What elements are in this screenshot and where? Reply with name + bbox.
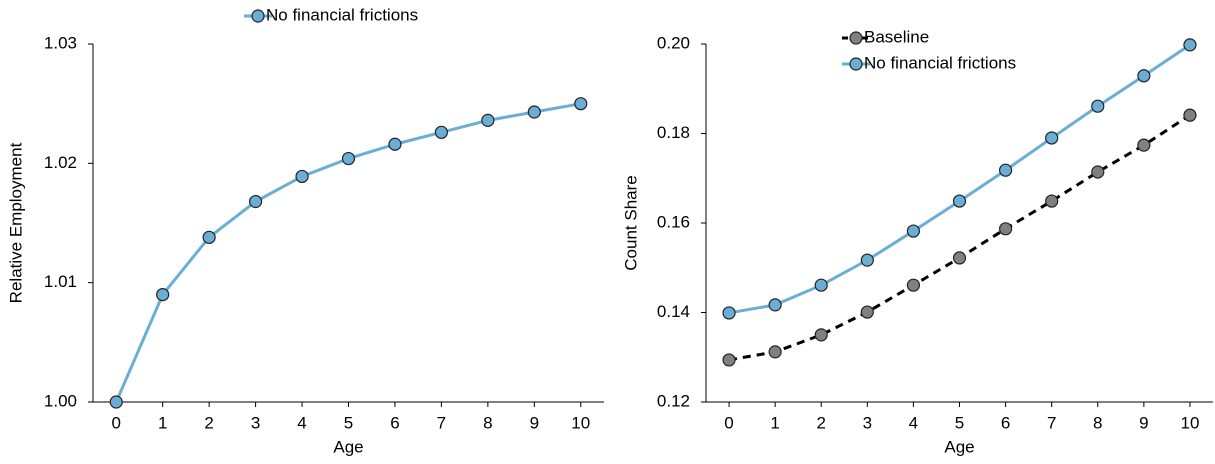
data-point [814,278,828,292]
x-tick-label: 8 [1093,413,1102,432]
data-point [722,306,736,320]
y-tick-label: 1.03 [44,33,77,52]
legend-marker [251,9,265,23]
data-point [768,345,782,359]
series-line [114,102,582,403]
x-tick-label: 5 [344,413,353,432]
data-point [481,113,495,127]
data-point [860,305,874,319]
x-tick-label: 4 [297,413,306,432]
y-tick-label: 1.00 [44,391,77,410]
data-point [906,278,921,292]
data-point [1045,131,1059,145]
data-point [1183,108,1197,122]
legend-label: Baseline [864,27,929,46]
series-line [728,43,1191,315]
legend-label: No financial frictions [266,5,418,24]
x-tick-label: 5 [955,413,964,432]
x-tick-label: 9 [1139,413,1148,432]
legend-marker [849,31,863,45]
x-tick-label: 3 [251,413,260,432]
y-tick-label: 1.02 [44,153,77,172]
y-tick-label: 0.20 [657,33,690,52]
data-point [998,222,1013,236]
x-tick-label: 7 [1047,413,1056,432]
y-axis-label: Relative Employment [6,142,25,303]
x-tick-label: 6 [390,413,399,432]
series-line [728,113,1191,362]
data-point [722,353,736,367]
x-tick-label: 8 [483,413,492,432]
x-tick-label: 1 [770,413,779,432]
data-point [952,251,967,265]
legend-marker [849,57,863,71]
x-tick-label: 3 [863,413,872,432]
x-tick-label: 0 [111,413,120,432]
x-tick-label: 7 [437,413,446,432]
data-point [1137,138,1151,152]
data-point [156,288,170,302]
data-point [906,224,921,238]
y-tick-label: 0.16 [657,212,690,231]
data-point [1137,69,1151,83]
legend-label: No financial frictions [864,53,1016,72]
data-point [341,151,356,166]
y-tick-label: 0.18 [657,123,690,142]
data-point [1183,38,1197,52]
y-tick-label: 0.14 [657,302,690,321]
x-tick-label: 2 [204,413,213,432]
data-point [998,163,1013,177]
data-point [202,230,216,244]
x-axis-label: Age [944,437,974,456]
x-tick-label: 4 [909,413,918,432]
data-point [295,169,309,184]
x-tick-label: 10 [1180,413,1199,432]
data-point [814,328,828,342]
data-point [527,105,541,119]
data-point [1091,165,1105,179]
x-tick-label: 2 [816,413,825,432]
data-point [388,137,402,151]
data-point [768,298,782,312]
x-axis-label: Age [333,437,363,456]
data-point [1045,194,1059,208]
y-tick-label: 1.01 [44,272,77,291]
x-tick-label: 0 [724,413,733,432]
data-point [1091,99,1105,113]
data-point [860,253,874,267]
x-tick-label: 10 [571,413,590,432]
y-tick-label: 0.12 [657,391,690,410]
data-point [574,97,588,111]
data-point [434,125,449,139]
y-axis-label: Count Share [621,175,640,270]
data-point [248,194,263,209]
data-point [109,395,123,409]
x-tick-label: 1 [158,413,167,432]
x-tick-label: 6 [1001,413,1010,432]
data-point [952,194,967,208]
x-tick-label: 9 [530,413,539,432]
